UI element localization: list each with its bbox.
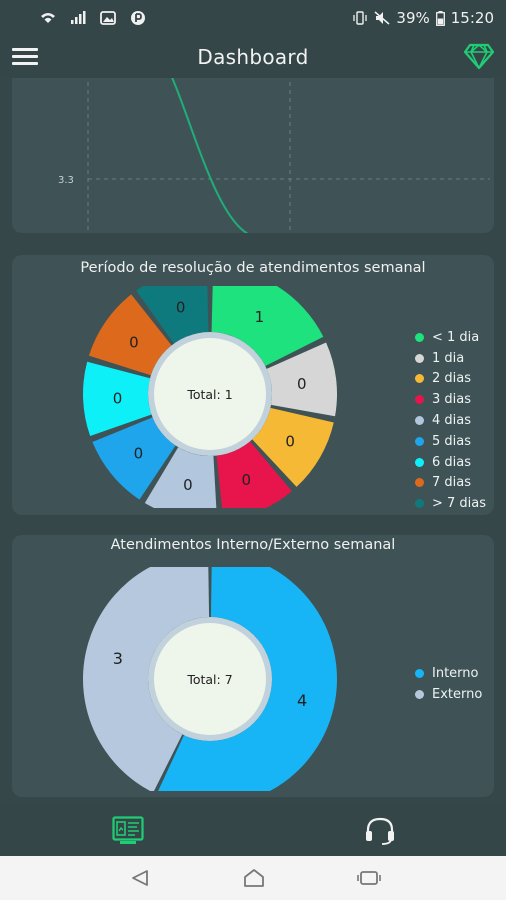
- legend-label: 1 dia: [432, 350, 465, 366]
- legend-swatch: [415, 395, 424, 405]
- donut-slice[interactable]: [252, 407, 334, 487]
- line-chart: 3.33.0Sistema ERPEquipamentos: [58, 78, 490, 259]
- battery-icon: [435, 10, 445, 26]
- line-chart-card: 3.33.0Sistema ERPEquipamentos: [12, 78, 494, 259]
- donut-center: [154, 338, 266, 450]
- internal-external-legend: Interno Externo: [415, 663, 482, 705]
- legend-item[interactable]: 4 dias: [415, 410, 486, 431]
- legend-label: 2 dias: [432, 371, 472, 387]
- legend-swatch: [415, 668, 424, 678]
- hamburger-menu-icon[interactable]: [12, 44, 38, 68]
- slice-label: 0: [183, 476, 193, 494]
- legend-label: Interno: [432, 665, 479, 681]
- donut-slice[interactable]: [136, 286, 209, 344]
- legend-swatch: [415, 499, 424, 509]
- donut-slice[interactable]: [266, 342, 337, 417]
- legend-swatch: [415, 689, 424, 699]
- legend-label: 7 dias: [432, 475, 472, 491]
- dashboard-content[interactable]: 3.33.0Sistema ERPEquipamentos Período de…: [0, 78, 506, 806]
- slice-label: 0: [241, 471, 251, 489]
- bottom-navigation: [0, 806, 506, 856]
- legend-label: < 1 dia: [432, 329, 480, 345]
- series-line: [171, 78, 293, 246]
- legend-swatch: [415, 374, 424, 384]
- legend-label: > 7 dias: [432, 496, 487, 512]
- internal-external-donut: 4 3 Total: 7: [83, 567, 337, 791]
- y-tick-label: 3.3: [58, 175, 74, 186]
- donut-slice[interactable]: [88, 294, 172, 376]
- vibrate-icon: [353, 11, 368, 25]
- legend-label: 6 dias: [432, 454, 472, 470]
- gallery-icon: [100, 11, 116, 25]
- status-bar: 39% 15:20: [0, 0, 506, 36]
- legend-item[interactable]: < 1 dia: [415, 327, 486, 348]
- slice-label: 0: [113, 390, 123, 408]
- home-icon[interactable]: [243, 868, 265, 888]
- slice-label: 0: [285, 432, 295, 450]
- legend-swatch: [415, 353, 424, 363]
- legend-label: 4 dias: [432, 413, 472, 429]
- legend-item[interactable]: > 7 dias: [415, 493, 486, 514]
- headset-icon[interactable]: [364, 816, 396, 846]
- donut-slice[interactable]: [83, 567, 210, 791]
- page-title: Dashboard: [197, 45, 309, 69]
- weekly-resolution-card: Período de resolução de atendimentos sem…: [12, 255, 494, 515]
- diamond-icon[interactable]: [464, 42, 494, 70]
- internal-external-title: Atendimentos Interno/Externo semanal: [110, 537, 396, 553]
- legend-label: 5 dias: [432, 433, 472, 449]
- donut-slice[interactable]: [144, 447, 217, 508]
- slice-label: 0: [129, 333, 139, 351]
- mute-icon: [374, 11, 390, 25]
- weekly-resolution-title: Período de resolução de atendimentos sem…: [80, 260, 426, 276]
- slice-label: 0: [176, 298, 186, 316]
- donut-slice[interactable]: [157, 567, 337, 791]
- app-bar: Dashboard: [0, 36, 506, 78]
- slice-label: 0: [297, 375, 307, 393]
- recents-icon[interactable]: [357, 869, 381, 887]
- legend-label: 3 dias: [432, 392, 472, 408]
- legend-swatch: [415, 332, 424, 342]
- legend-swatch: [415, 457, 424, 467]
- wifi-icon: [41, 13, 55, 23]
- donut-total-label: Total: 1: [186, 387, 232, 402]
- battery-percent: 39%: [396, 9, 430, 27]
- donut-slice[interactable]: [83, 361, 152, 437]
- clock: 15:20: [450, 9, 494, 27]
- legend-item[interactable]: 3 dias: [415, 389, 486, 410]
- slice-label: 3: [113, 649, 123, 668]
- legend-item[interactable]: Externo: [415, 684, 482, 705]
- donut-center: [154, 623, 266, 735]
- donut-slice[interactable]: [216, 441, 292, 508]
- dashboard-icon[interactable]: [112, 816, 144, 846]
- back-icon[interactable]: [130, 869, 150, 887]
- legend-item[interactable]: 1 dia: [415, 348, 486, 369]
- legend-item[interactable]: 5 dias: [415, 431, 486, 452]
- weekly-resolution-donut: 1 0 0 0 0 0 0 0 0 Total: 1: [83, 286, 337, 508]
- donut-total-label: Total: 7: [186, 672, 232, 687]
- weekly-resolution-legend: < 1 dia 1 dia 2 dias 3 dias 4 dias 5 dias 6 di…: [415, 327, 486, 514]
- p-app-icon: [131, 11, 145, 25]
- legend-swatch: [415, 436, 424, 446]
- legend-item[interactable]: 6 dias: [415, 452, 486, 473]
- slice-label: 0: [134, 445, 144, 463]
- legend-item[interactable]: 2 dias: [415, 369, 486, 390]
- legend-item[interactable]: 7 dias: [415, 473, 486, 494]
- legend-swatch: [415, 478, 424, 488]
- internal-external-card: Atendimentos Interno/Externo semanal 4 3 T…: [12, 535, 494, 797]
- donut-slice[interactable]: [92, 417, 176, 500]
- legend-item[interactable]: Interno: [415, 663, 482, 684]
- legend-label: Externo: [432, 686, 483, 702]
- donut-slice[interactable]: [211, 286, 324, 367]
- system-navigation-bar: [0, 856, 506, 900]
- slice-label: 4: [297, 691, 307, 710]
- signal-icon: [71, 11, 86, 24]
- legend-swatch: [415, 416, 424, 426]
- slice-label: 1: [255, 308, 265, 326]
